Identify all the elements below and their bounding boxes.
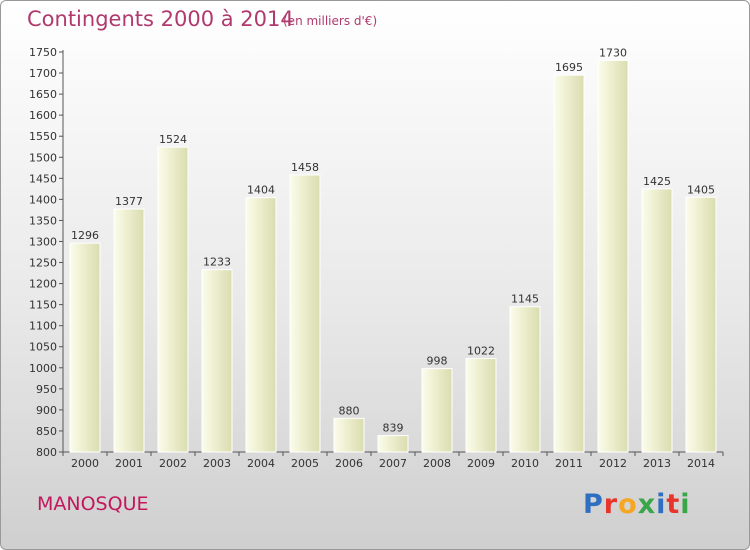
proxiti-logo[interactable]: Proxiti xyxy=(583,489,691,520)
x-tick-label: 2011 xyxy=(555,457,583,470)
bar-value-label: 839 xyxy=(383,422,404,435)
bar-2000 xyxy=(69,242,101,453)
logo-letter: o xyxy=(618,489,638,520)
bar-value-label: 880 xyxy=(339,404,360,417)
y-tick-label: 1200 xyxy=(29,278,57,291)
x-tick-label: 2010 xyxy=(511,457,539,470)
bar-value-label: 1425 xyxy=(643,175,671,188)
y-tick-label: 1450 xyxy=(29,172,57,185)
bar-2011 xyxy=(553,74,585,453)
bar-2001 xyxy=(113,208,145,453)
y-axis: 800 850 900 950 1000 1050 1100 1150 1200 1250 1300… xyxy=(29,46,64,459)
bar-value-label: 1404 xyxy=(247,184,275,197)
bar-2002 xyxy=(157,146,189,453)
bar-2003 xyxy=(201,269,233,453)
bar-value-label: 1296 xyxy=(71,229,99,242)
logo-letter: P xyxy=(583,489,604,520)
bar-value-label: 1377 xyxy=(115,195,143,208)
x-tick-label: 2012 xyxy=(599,457,627,470)
logo-letter: t xyxy=(666,489,681,520)
y-tick-label: 850 xyxy=(36,425,57,438)
y-tick-label: 1600 xyxy=(29,109,57,122)
bar-value-label: 1233 xyxy=(203,256,231,269)
y-tick-label: 1050 xyxy=(29,341,57,354)
bar-value-label: 1524 xyxy=(159,133,187,146)
x-tick-label: 2009 xyxy=(467,457,495,470)
bar-value-label: 1022 xyxy=(467,345,495,358)
x-tick-label: 2008 xyxy=(423,457,451,470)
bar-2008 xyxy=(421,368,453,453)
y-tick-label: 1300 xyxy=(29,235,57,248)
bar-value-label: 1458 xyxy=(291,161,319,174)
x-tick-label: 2004 xyxy=(247,457,275,470)
y-tick-label: 950 xyxy=(36,383,57,396)
logo-letter: i xyxy=(656,489,667,520)
y-tick-label: 1000 xyxy=(29,362,57,375)
logo-letter: x xyxy=(637,489,657,520)
bar-value-label: 998 xyxy=(427,355,448,368)
bar-value-label: 1405 xyxy=(687,183,715,196)
chart-title: Contingents 2000 à 2014 xyxy=(27,7,294,31)
y-tick-label: 1650 xyxy=(29,88,57,101)
city-name: MANOSQUE xyxy=(37,493,149,515)
x-tick-label: 2001 xyxy=(115,457,143,470)
bar-2006 xyxy=(333,417,365,453)
y-tick-label: 1500 xyxy=(29,151,57,164)
x-axis: 2000 2001 2002 2003 2004 2005 2006 2007 2008 2009… xyxy=(62,451,724,470)
y-tick-label: 1150 xyxy=(29,299,57,312)
bar-value-label: 1695 xyxy=(555,61,583,74)
bar-value-label: 1730 xyxy=(599,46,627,59)
y-tick-label: 1750 xyxy=(29,46,57,59)
x-tick-label: 2005 xyxy=(291,457,319,470)
y-tick-label: 800 xyxy=(36,446,57,459)
bar-2012 xyxy=(597,59,629,453)
bar-value-label: 1145 xyxy=(511,293,539,306)
y-tick-label: 1250 xyxy=(29,257,57,270)
y-tick-label: 1400 xyxy=(29,193,57,206)
bar-2007 xyxy=(377,435,409,453)
x-tick-label: 2003 xyxy=(203,457,231,470)
bar-2009 xyxy=(465,358,497,453)
bar-2004 xyxy=(245,197,277,453)
bar-2010 xyxy=(509,306,541,453)
y-tick-label: 1550 xyxy=(29,130,57,143)
x-tick-label: 2013 xyxy=(643,457,671,470)
x-tick-label: 2002 xyxy=(159,457,187,470)
y-tick-label: 1100 xyxy=(29,320,57,333)
y-tick-label: 1700 xyxy=(29,67,57,80)
bars: 1296 1377 1524 1233 1404 1458 880 839 998 1022 114… xyxy=(69,46,717,453)
x-tick-label: 2014 xyxy=(687,457,715,470)
logo-letter: i xyxy=(680,489,691,520)
bar-2013 xyxy=(641,188,673,453)
y-tick-label: 900 xyxy=(36,404,57,417)
y-tick-label: 1350 xyxy=(29,214,57,227)
bar-2014 xyxy=(685,196,717,453)
logo-letter: r xyxy=(603,489,619,520)
bar-2005 xyxy=(289,174,321,453)
x-tick-label: 2000 xyxy=(71,457,99,470)
x-tick-label: 2006 xyxy=(335,457,363,470)
x-tick-label: 2007 xyxy=(379,457,407,470)
chart-subtitle: (en milliers d'€) xyxy=(283,14,378,28)
